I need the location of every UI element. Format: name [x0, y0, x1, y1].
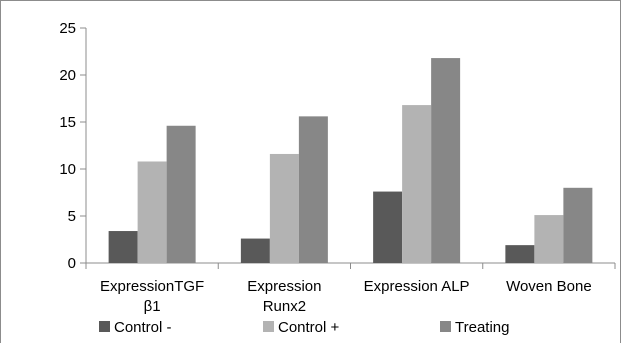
- bar: [137, 161, 167, 263]
- legend-swatch: [263, 321, 274, 332]
- y-tick-label: 10: [59, 161, 76, 178]
- bar: [373, 191, 403, 263]
- bar: [298, 116, 328, 263]
- x-category-label: Woven Bone: [506, 278, 592, 295]
- legend-label: Control -: [114, 319, 172, 336]
- y-tick-label: 15: [59, 114, 76, 131]
- y-tick-label: 20: [59, 67, 76, 84]
- bar: [534, 215, 564, 263]
- bar: [431, 58, 461, 263]
- bar: [166, 125, 196, 263]
- x-category-label: β1: [144, 298, 161, 315]
- x-category-label: Expression ALP: [364, 278, 470, 295]
- bar: [240, 238, 270, 263]
- legend-swatch: [440, 321, 451, 332]
- bar: [402, 105, 432, 263]
- y-tick-label: 0: [68, 255, 76, 272]
- bar: [269, 153, 299, 263]
- x-category-label: Runx2: [263, 298, 306, 315]
- legend-swatch: [99, 321, 110, 332]
- bar: [505, 245, 535, 263]
- x-category-label: ExpressionTGF: [100, 278, 204, 295]
- legend-label: Treating: [455, 319, 509, 336]
- y-tick-label: 25: [59, 20, 76, 37]
- x-category-label: Expression: [247, 278, 321, 295]
- legend-label: Control +: [278, 319, 340, 336]
- y-tick-label: 5: [68, 208, 76, 225]
- bar: [563, 187, 593, 263]
- bar: [108, 231, 138, 263]
